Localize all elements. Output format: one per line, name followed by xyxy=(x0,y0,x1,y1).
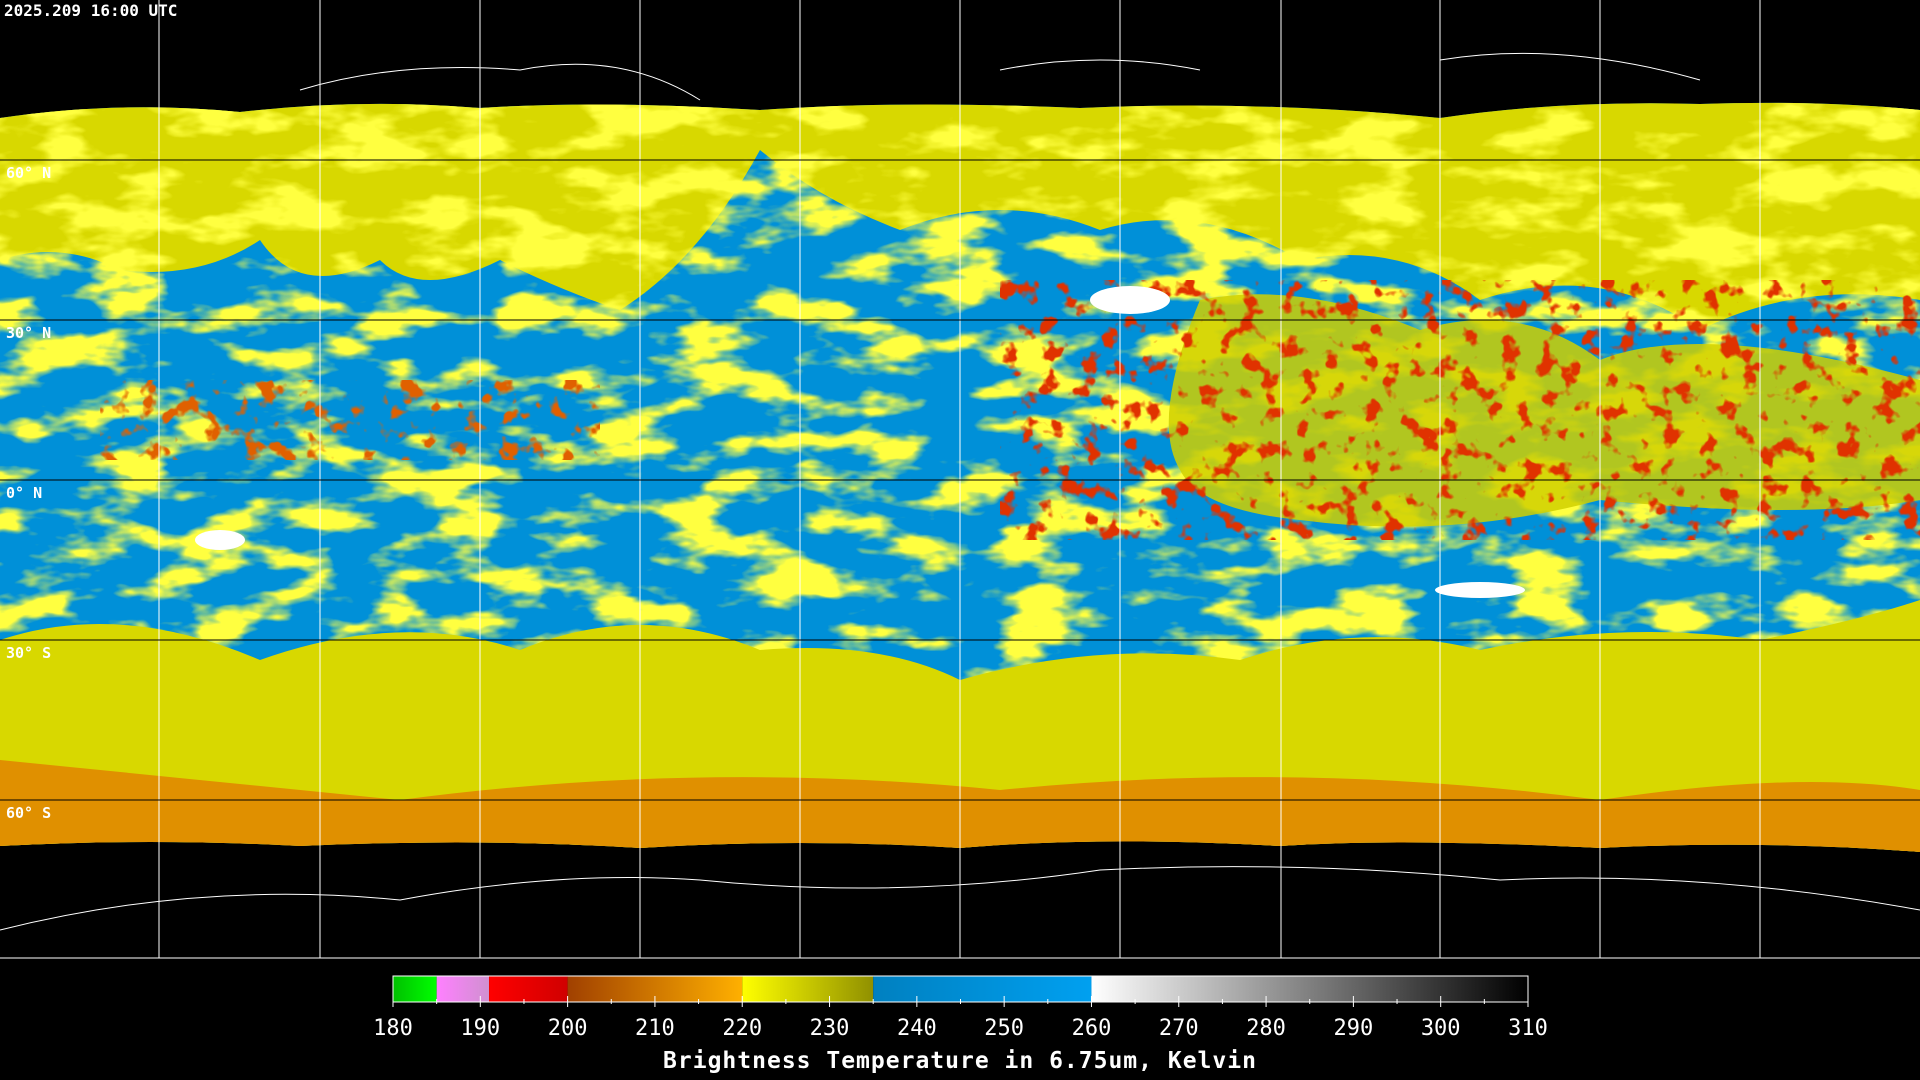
latitude-grid xyxy=(0,159,1920,801)
colorbar-tick-label: 220 xyxy=(722,1016,762,1041)
colorbar-segment xyxy=(1091,976,1528,1002)
colorbar-tick-label: 290 xyxy=(1334,1016,1374,1041)
latitude-label: 30° N xyxy=(6,324,51,342)
colorbar-tick-label: 310 xyxy=(1508,1016,1548,1041)
colorbar-segment xyxy=(873,976,1092,1002)
colorbar-tick-label: 240 xyxy=(897,1016,937,1041)
colorbar-tick-label: 280 xyxy=(1246,1016,1286,1041)
colorbar: 180 190 200 210 220 230 240 250 260 270 280 290 300 3… xyxy=(373,975,1548,1041)
colorbar-tick-label: 230 xyxy=(810,1016,850,1041)
colorbar-tick-label: 260 xyxy=(1072,1016,1112,1041)
colorbar-segment xyxy=(489,976,568,1002)
colorbar-tick-label: 210 xyxy=(635,1016,675,1041)
colorbar-tick-label: 250 xyxy=(984,1016,1024,1041)
latitude-label: 60° S xyxy=(6,804,51,822)
latitude-label: 0° N xyxy=(6,484,42,502)
colorbar-segment xyxy=(393,976,437,1002)
colorbar-segment xyxy=(436,976,490,1002)
colorbar-tick-label: 300 xyxy=(1421,1016,1461,1041)
colorbar-tick-label: 190 xyxy=(460,1016,500,1041)
colorbar-tick-label: 180 xyxy=(373,1016,413,1041)
latitude-label: 30° S xyxy=(6,644,51,662)
colorbar-title: Brightness Temperature in 6.75um, Kelvin xyxy=(663,1048,1257,1074)
colorbar-segment xyxy=(742,976,874,1002)
colorbar-tick-label: 270 xyxy=(1159,1016,1199,1041)
coastlines xyxy=(0,52,1920,931)
latitude-label: 60° N xyxy=(6,164,51,182)
timestamp: 2025.209 16:00 UTC xyxy=(4,1,177,20)
colorbar-tick-label: 200 xyxy=(548,1016,588,1041)
